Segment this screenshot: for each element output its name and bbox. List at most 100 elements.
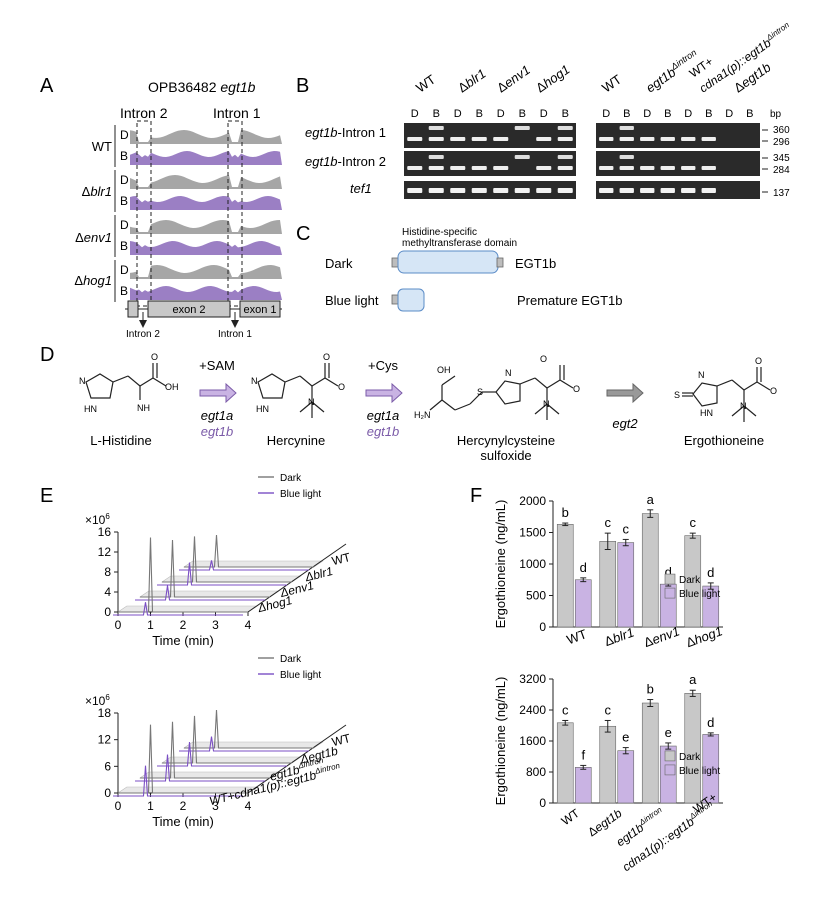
lane-dark-blue-label: D [454,108,462,120]
lane-dark-blue-label: B [664,108,671,120]
compound-hercynylcysteine: Hercynylcysteine [457,433,555,448]
y-axis-label: Ergothioneine (ng/mL) [493,500,508,629]
significance-letter: c [690,515,697,530]
blue-trace [113,765,243,797]
y-tick-label: 0 [539,620,546,634]
dark-label: D [120,173,129,187]
histidine-structure [85,363,167,400]
row-egt1b-intron2: egt1b-Intron 2 [305,154,386,169]
bp-label: bp [770,109,782,120]
category-label: WT [565,626,589,647]
svg-text:HN: HN [84,404,97,414]
y-axis-label: Ergothioneine (ng/mL) [493,677,508,806]
cys-label: +Cys [368,358,398,373]
svg-text:345: 345 [773,153,790,164]
significance-letter: e [622,730,629,745]
exon2-label: exon 2 [172,304,205,316]
dark-coverage [130,130,282,144]
legend-swatch [664,750,676,762]
lane-dark-blue-label: D [497,108,505,120]
lane-dark-blue-label: B [623,108,630,120]
significance-letter: a [689,672,697,687]
legend-swatch [664,587,676,599]
y-tick-label: 12 [98,545,112,559]
blue-trace [135,585,265,601]
enzyme-egt1b-1: egt1b [201,424,234,439]
panel-a: A OPB36482 egt1b Intron 2 Intron 1 WTDBΔ… [40,75,282,340]
premature-domain-box [397,288,425,312]
significance-letter: d [580,560,587,575]
intron2-dashed-box [136,120,152,307]
protein-label: EGT1b [515,256,556,271]
bar [599,541,617,628]
panel-d-label: D [40,344,54,366]
premature-label: Premature EGT1b [517,293,623,308]
egt1b-domain-box [397,250,499,274]
dark-label-c: Dark [325,256,353,271]
legend-label: Blue light [679,589,720,600]
blue-trace [157,562,287,586]
bar [617,542,635,628]
gel-strip [404,181,576,199]
x-tick-label: 1 [147,799,154,813]
y-tick-label: 0 [104,605,111,619]
arrow-egt2 [606,382,644,404]
lane-dark-blue-label: D [684,108,692,120]
lane-hog1: Δhog1 [533,62,572,96]
strain-label: WT [92,139,112,154]
svg-text:N: N [308,397,315,407]
lane-wt-right: WT [599,72,624,96]
y-tick-label: 16 [98,525,112,539]
svg-text:NH: NH [137,403,150,413]
svg-text:S: S [477,387,483,397]
y-tick-label: 4 [104,585,111,599]
sam-label: +SAM [199,358,235,373]
dark-trace [118,537,248,613]
panel-c: C Histidine-specific methyltransferase d… [296,223,623,312]
domain-label-1: Histidine-specific [402,227,477,238]
bar [684,693,702,804]
lane-wt: WT [413,72,438,96]
blue-trace [135,754,265,782]
lane-dark-blue-label: B [562,108,569,120]
significance-letter: c [605,702,612,717]
dark-label: D [120,263,129,277]
dark-trace [140,539,270,598]
significance-letter: b [562,505,569,520]
svg-text:OH: OH [165,382,179,392]
compound-ergothioneine: Ergothioneine [684,433,764,448]
y-tick-label: 500 [526,589,546,603]
svg-text:N: N [79,376,86,386]
y-tick-label: 3200 [519,672,546,686]
legend-label: Dark [679,752,701,763]
dark-label: D [120,218,129,232]
y-tick-label: 2400 [519,703,546,717]
strain-label: WT [330,550,352,568]
svg-text:O: O [755,356,762,366]
significance-letter: d [707,565,714,580]
lane-dark-blue-label: D [643,108,651,120]
strain-label: Δhog1 [74,273,112,288]
bar [641,513,659,628]
bar [574,579,592,628]
lane-blr1: Δblr1 [455,66,488,96]
category-label: WT [559,806,583,829]
svg-text:N: N [740,401,747,411]
y-multiplier: ×106 [85,693,110,708]
legend-dark: Dark [280,473,302,484]
strain-label: Δblr1 [303,564,335,585]
enzyme-egt2: egt2 [612,416,638,431]
category-label: Δblr1 [602,625,636,649]
hercynine-atoms: N HN O O N [251,352,345,414]
x-tick-label: 0 [115,618,122,632]
hercynylcysteine-atoms: OH H₂N S O O N N [414,354,580,420]
x-tick-label: 1 [147,618,154,632]
y-tick-label: 2000 [519,494,546,508]
dark-trace [162,536,292,583]
x-tick-label: 3 [212,618,219,632]
enzyme-egt1a-1: egt1a [201,408,234,423]
dark-trace [184,709,314,749]
x-tick-label: 2 [180,799,187,813]
